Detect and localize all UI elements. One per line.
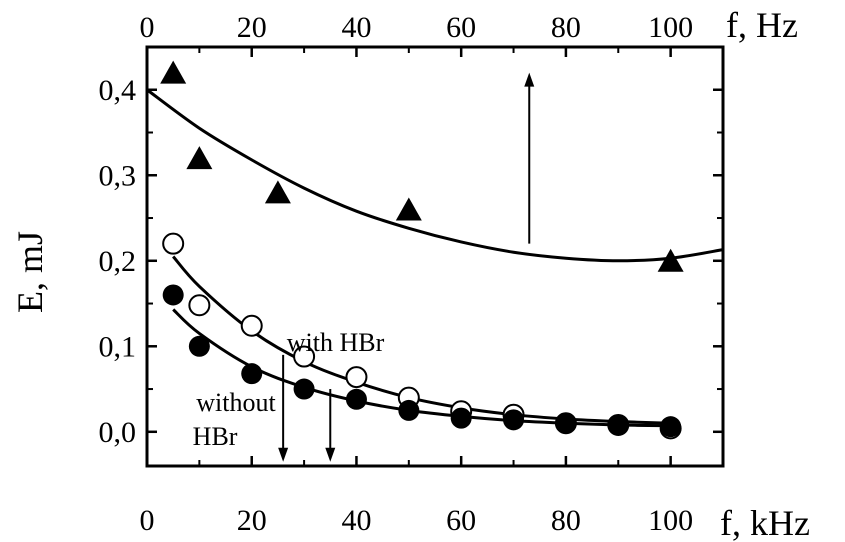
filled-circle-point [345,388,367,410]
open-circle-point [345,366,368,389]
open-circle-point [240,314,263,337]
triangle-point [160,60,187,84]
fit-curves [146,88,724,428]
arrow-head [325,447,336,462]
x-tick-label: 20 [237,504,267,537]
x-tick-label: 100 [648,504,693,537]
open-circle-point [162,232,185,255]
annotations: with HBr without HBr [193,328,385,451]
x2-tick-label: 20 [237,11,267,44]
x2-tick-label: 40 [341,11,371,44]
x2-tick-label: 0 [140,11,155,44]
open-circle-point [188,294,211,317]
arrow-head [278,447,289,462]
x-tick-label: 0 [140,504,155,537]
filled-circle-point [293,378,315,400]
plot-frame [145,45,725,468]
y-tick-label: 0,0 [99,416,137,449]
filled-circle-point [607,414,629,436]
x-axis-title: f, kHz [720,503,810,542]
filled-circle-point [241,363,263,385]
filled-circle-point [660,416,682,438]
x-tick-label: 80 [551,504,581,537]
triangle-point [186,146,213,170]
triangle-point [395,197,422,221]
fit-curve [146,88,724,263]
filled-circle-point [503,409,525,431]
x-tick-label: 40 [341,504,371,537]
x-tick-label: 60 [446,504,476,537]
y-axis-title: E, mJ [10,231,50,313]
data-points [160,60,684,440]
y-tick-label: 0,2 [99,245,137,278]
filled-circle-point [188,335,210,357]
y-tick-label: 0,4 [99,74,137,107]
y-tick-label: 0,3 [99,159,137,192]
annotation-label: with HBr [287,328,385,357]
x2-tick-label: 100 [648,11,693,44]
y-tick-label: 0,1 [99,330,137,363]
filled-circle-point [398,399,420,421]
filled-circle-point [162,284,184,306]
filled-circle-point [450,407,472,429]
triangle-point [264,180,291,204]
arrows [278,72,535,462]
x2-tick-label: 80 [551,11,581,44]
arrow-head [524,72,535,87]
annotation-label: without [196,388,276,417]
tick-labels: 0 20 40 60 80 100 0 20 40 60 80 100 0,0 0,1 0,2 0,3 0,4 [99,11,694,537]
axis-ticks [145,46,723,466]
filled-circle-point [555,412,577,434]
annotation-label: HBr [193,422,238,451]
x2-axis-title: f, Hz [726,5,798,45]
open-circle-point [293,345,316,368]
x2-tick-label: 60 [446,11,476,44]
triangle-point [657,248,684,272]
